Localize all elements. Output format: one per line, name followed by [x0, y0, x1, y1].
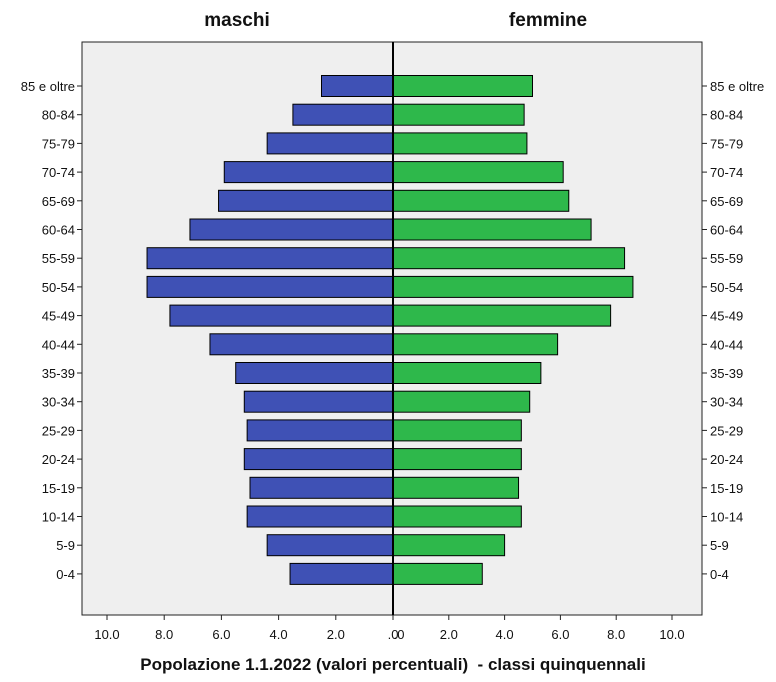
bars-left	[146, 75, 394, 585]
category-label-left: 60-64	[42, 223, 75, 238]
category-label-left: 30-34	[42, 395, 75, 410]
bar-femmine	[392, 562, 483, 585]
x-tick-label-right: 4.0	[496, 627, 514, 642]
panel-title-left: maschi	[204, 10, 269, 31]
x-tick-label-left: 6.0	[212, 627, 230, 642]
category-label-left: 25-29	[42, 423, 75, 438]
category-label-left: 65-69	[42, 194, 75, 209]
bar-maschi	[146, 275, 394, 298]
category-label-right: 40-44	[710, 337, 743, 352]
category-labels-left: 85 e oltre 80-84 75-79 70-74 65-69 60-64 55-59…	[21, 79, 82, 582]
category-label-right: 75-79	[710, 136, 743, 151]
x-tick-label-right: 6.0	[551, 627, 569, 642]
category-label-right: 30-34	[710, 395, 743, 410]
category-label-left: 35-39	[42, 366, 75, 381]
category-label-left: 80-84	[42, 108, 75, 123]
category-label-right: 70-74	[710, 165, 743, 180]
bar-femmine	[392, 189, 570, 212]
category-label-right: 65-69	[710, 194, 743, 209]
category-label-left: 50-54	[42, 280, 75, 295]
category-label-left: 70-74	[42, 165, 75, 180]
category-label-right: 85 e oltre	[710, 79, 764, 94]
bar-maschi	[246, 419, 394, 442]
x-tick-label-left: 2.0	[327, 627, 345, 642]
x-tick-label-right: 2.0	[440, 627, 458, 642]
bars-right	[392, 75, 634, 585]
bar-maschi	[218, 189, 394, 212]
x-tick-label-right: 10.0	[659, 627, 684, 642]
bar-femmine	[392, 218, 592, 241]
category-label-left: 75-79	[42, 136, 75, 151]
category-label-left: 15-19	[42, 481, 75, 496]
bar-maschi	[146, 247, 394, 270]
bar-maschi	[189, 218, 394, 241]
bar-maschi	[243, 390, 394, 413]
bar-maschi	[266, 534, 394, 557]
category-label-right: 20-24	[710, 452, 743, 467]
bar-femmine	[392, 448, 522, 471]
x-tick-label-right: .0	[394, 627, 405, 642]
x-axis-ticks: 10.0 8.0 6.0 4.0 2.0 .0.0 2.0 4.0 6.0 8.0 10.0	[94, 615, 685, 642]
category-label-right: 60-64	[710, 223, 743, 238]
bar-femmine	[392, 419, 522, 442]
bar-maschi	[292, 103, 394, 126]
bar-maschi	[243, 448, 394, 471]
bar-maschi	[169, 304, 394, 327]
panel-title-right: femmine	[509, 10, 587, 31]
category-label-left: 40-44	[42, 337, 75, 352]
x-tick-label-left: 4.0	[270, 627, 288, 642]
category-label-left: 55-59	[42, 251, 75, 266]
category-label-left: 45-49	[42, 309, 75, 324]
category-label-right: 55-59	[710, 251, 743, 266]
category-label-right: 50-54	[710, 280, 743, 295]
x-tick-label-left: .0	[388, 627, 399, 642]
bar-maschi	[321, 75, 394, 97]
bar-maschi	[235, 362, 394, 384]
x-axis-title: Popolazione 1.1.2022 (valori percentuali…	[140, 655, 645, 674]
category-label-left: 85 e oltre	[21, 79, 75, 94]
bar-femmine	[392, 534, 506, 557]
category-label-right: 0-4	[710, 567, 729, 582]
bar-femmine	[392, 505, 522, 528]
category-label-right: 35-39	[710, 366, 743, 381]
bar-femmine	[392, 161, 564, 184]
bar-femmine	[392, 390, 531, 413]
bar-maschi	[266, 132, 394, 155]
bar-femmine	[392, 132, 528, 155]
category-label-right: 5-9	[710, 538, 729, 553]
category-label-right: 25-29	[710, 423, 743, 438]
bar-maschi	[209, 333, 394, 356]
category-labels-right: 85 e oltre 80-84 75-79 70-74 65-69 60-64 55-59…	[702, 79, 764, 582]
bar-femmine	[392, 75, 533, 97]
category-label-right: 45-49	[710, 309, 743, 324]
bar-maschi	[249, 476, 394, 499]
category-label-left: 0-4	[56, 567, 75, 582]
bar-maschi	[223, 161, 394, 184]
x-tick-label-left: 8.0	[155, 627, 173, 642]
bar-maschi	[246, 505, 394, 528]
category-label-right: 10-14	[710, 510, 743, 525]
bar-femmine	[392, 247, 626, 270]
bar-femmine	[392, 476, 520, 499]
bar-femmine	[392, 304, 612, 327]
x-tick-label-left: 10.0	[94, 627, 119, 642]
category-label-right: 15-19	[710, 481, 743, 496]
bar-femmine	[392, 333, 559, 356]
bar-femmine	[392, 362, 542, 384]
bar-maschi	[289, 562, 394, 585]
category-label-left: 5-9	[56, 538, 75, 553]
bar-femmine	[392, 275, 634, 298]
category-label-left: 10-14	[42, 510, 75, 525]
x-tick-label-right: 8.0	[607, 627, 625, 642]
category-label-right: 80-84	[710, 108, 743, 123]
category-label-left: 20-24	[42, 452, 75, 467]
bar-femmine	[392, 103, 525, 126]
